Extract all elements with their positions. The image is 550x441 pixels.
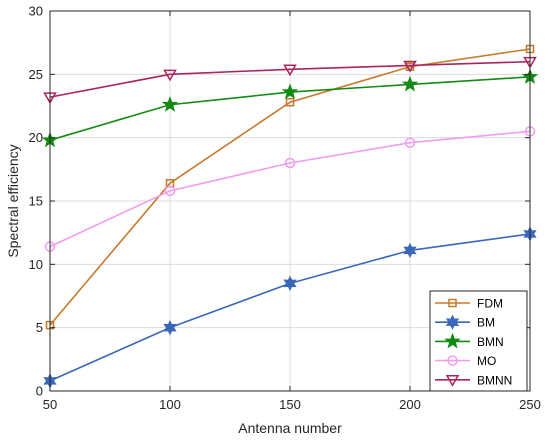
y-tick-label: 10 — [29, 257, 43, 272]
legend-item: BM — [435, 314, 495, 330]
legend-marker — [444, 332, 461, 349]
x-tick-label: 50 — [43, 397, 57, 412]
series-line — [49, 130, 531, 248]
x-tick-label: 150 — [279, 397, 301, 412]
x-tick-label: 250 — [519, 397, 541, 412]
series-fdm — [45, 44, 535, 330]
data-point — [281, 83, 299, 100]
legend-marker — [448, 298, 457, 308]
y-axis-label: Spectral efficiency — [5, 144, 21, 257]
data-point — [161, 96, 179, 112]
y-tick-label: 25 — [29, 67, 43, 82]
data-point — [401, 75, 419, 92]
legend-marker — [447, 355, 458, 366]
legend-marker — [445, 375, 460, 387]
legend-item: MO — [435, 354, 496, 368]
x-axis-label: Antenna number — [238, 420, 342, 436]
data-point — [403, 242, 417, 259]
legend-label: FDM — [477, 297, 503, 311]
tick-group: 50 100 150 200 250 0 5 10 15 20 25 30 — [29, 4, 541, 413]
legend-item: BMN — [435, 332, 504, 349]
legend-marker — [445, 314, 460, 330]
data-point — [403, 60, 417, 73]
data-point — [283, 64, 297, 77]
data-point — [284, 157, 296, 169]
legend-label: BMN — [477, 335, 504, 349]
y-tick-label: 20 — [29, 130, 43, 145]
data-point — [285, 97, 295, 107]
legend-item: BMNN — [435, 373, 512, 387]
data-point — [163, 69, 177, 82]
y-tick-label: 5 — [36, 320, 43, 335]
series-line — [49, 48, 531, 326]
legend-item: FDM — [435, 297, 503, 311]
data-point — [404, 137, 416, 148]
y-tick-label: 30 — [29, 4, 43, 19]
x-tick-label: 100 — [159, 397, 181, 412]
legend: FDM BM BMN MO BMNN — [429, 290, 528, 392]
legend-label: MO — [477, 354, 496, 368]
data-point — [283, 275, 297, 292]
legend-label: BMNN — [477, 373, 512, 387]
y-tick-label: 0 — [36, 384, 43, 399]
y-tick-label: 15 — [29, 194, 43, 209]
x-tick-label: 200 — [399, 397, 421, 412]
data-point — [164, 185, 176, 197]
data-point — [163, 319, 177, 336]
legend-label: BM — [477, 316, 495, 330]
series-line — [49, 60, 531, 98]
